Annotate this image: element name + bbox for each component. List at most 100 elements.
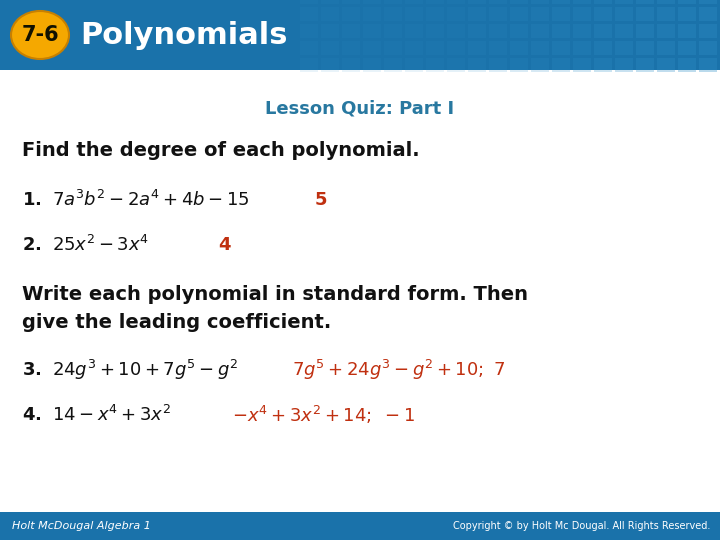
Text: 5: 5 xyxy=(315,191,328,209)
Bar xyxy=(531,24,549,38)
Bar xyxy=(615,41,633,55)
Bar xyxy=(699,24,717,38)
Bar xyxy=(636,58,654,72)
Bar xyxy=(699,0,717,4)
Bar xyxy=(552,41,570,55)
Text: Polynomials: Polynomials xyxy=(80,21,287,50)
Text: give the leading coefficient.: give the leading coefficient. xyxy=(22,314,331,333)
Bar xyxy=(300,7,318,21)
Bar xyxy=(510,7,528,21)
Bar xyxy=(678,0,696,4)
Bar xyxy=(636,24,654,38)
Ellipse shape xyxy=(11,11,69,59)
Text: $7a^3b^2 - 2a^4 + 4b - 15$: $7a^3b^2 - 2a^4 + 4b - 15$ xyxy=(52,190,249,210)
Bar xyxy=(489,24,507,38)
Bar xyxy=(363,41,381,55)
Bar xyxy=(573,7,591,21)
Bar xyxy=(636,0,654,4)
Bar xyxy=(426,24,444,38)
Text: $7g^5 + 24g^3 - g^2 + 10;\ 7$: $7g^5 + 24g^3 - g^2 + 10;\ 7$ xyxy=(292,358,505,382)
Text: 7-6: 7-6 xyxy=(21,25,59,45)
Bar xyxy=(678,7,696,21)
Text: $\mathbf{3.}$: $\mathbf{3.}$ xyxy=(22,361,42,379)
Bar xyxy=(510,24,528,38)
Bar xyxy=(321,0,339,4)
Bar xyxy=(426,0,444,4)
Bar xyxy=(468,7,486,21)
Bar xyxy=(468,24,486,38)
Bar xyxy=(699,58,717,72)
Bar xyxy=(405,0,423,4)
Bar xyxy=(342,0,360,4)
Bar xyxy=(321,58,339,72)
Bar xyxy=(426,7,444,21)
Bar xyxy=(552,58,570,72)
Text: Copyright © by Holt Mc Dougal. All Rights Reserved.: Copyright © by Holt Mc Dougal. All Right… xyxy=(453,521,710,531)
Bar xyxy=(489,0,507,4)
Bar xyxy=(300,24,318,38)
Bar xyxy=(342,41,360,55)
Bar xyxy=(699,41,717,55)
Bar xyxy=(615,7,633,21)
Bar xyxy=(321,24,339,38)
Bar xyxy=(699,7,717,21)
Bar xyxy=(615,0,633,4)
Bar xyxy=(531,41,549,55)
Bar xyxy=(384,58,402,72)
Text: $\mathbf{1.}$: $\mathbf{1.}$ xyxy=(22,191,42,209)
Bar xyxy=(594,41,612,55)
Bar xyxy=(636,7,654,21)
Bar xyxy=(636,41,654,55)
Bar xyxy=(468,58,486,72)
Bar xyxy=(615,58,633,72)
Bar xyxy=(552,0,570,4)
Text: Lesson Quiz: Part I: Lesson Quiz: Part I xyxy=(266,99,454,117)
Bar xyxy=(300,0,318,4)
Bar xyxy=(657,58,675,72)
Bar xyxy=(678,24,696,38)
Bar xyxy=(447,24,465,38)
Bar xyxy=(489,41,507,55)
Bar xyxy=(573,41,591,55)
Bar xyxy=(594,24,612,38)
Bar xyxy=(363,0,381,4)
Text: Find the degree of each polynomial.: Find the degree of each polynomial. xyxy=(22,140,420,159)
Bar xyxy=(615,24,633,38)
Bar xyxy=(573,24,591,38)
Bar xyxy=(678,41,696,55)
Bar xyxy=(384,0,402,4)
Bar xyxy=(384,41,402,55)
Bar xyxy=(468,0,486,4)
Bar xyxy=(594,0,612,4)
Bar xyxy=(342,58,360,72)
Bar xyxy=(405,58,423,72)
Bar xyxy=(426,41,444,55)
Bar xyxy=(489,58,507,72)
Bar xyxy=(552,24,570,38)
Bar xyxy=(657,41,675,55)
Text: $\mathbf{2.}$: $\mathbf{2.}$ xyxy=(22,236,42,254)
Bar xyxy=(363,58,381,72)
Bar xyxy=(405,7,423,21)
Bar xyxy=(510,0,528,4)
Text: $14 - x^4 + 3x^2$: $14 - x^4 + 3x^2$ xyxy=(52,405,171,425)
Bar xyxy=(447,0,465,4)
Bar xyxy=(342,24,360,38)
Bar xyxy=(489,7,507,21)
Bar xyxy=(531,7,549,21)
Bar xyxy=(594,58,612,72)
Bar xyxy=(678,58,696,72)
Bar xyxy=(0,0,720,70)
Bar xyxy=(573,58,591,72)
Bar xyxy=(657,24,675,38)
Bar xyxy=(657,7,675,21)
Bar xyxy=(363,24,381,38)
Bar xyxy=(0,512,720,540)
Bar xyxy=(300,58,318,72)
Bar xyxy=(342,7,360,21)
Text: Holt McDougal Algebra 1: Holt McDougal Algebra 1 xyxy=(12,521,151,531)
Bar xyxy=(384,7,402,21)
Bar xyxy=(594,7,612,21)
Bar xyxy=(321,7,339,21)
Bar xyxy=(405,41,423,55)
